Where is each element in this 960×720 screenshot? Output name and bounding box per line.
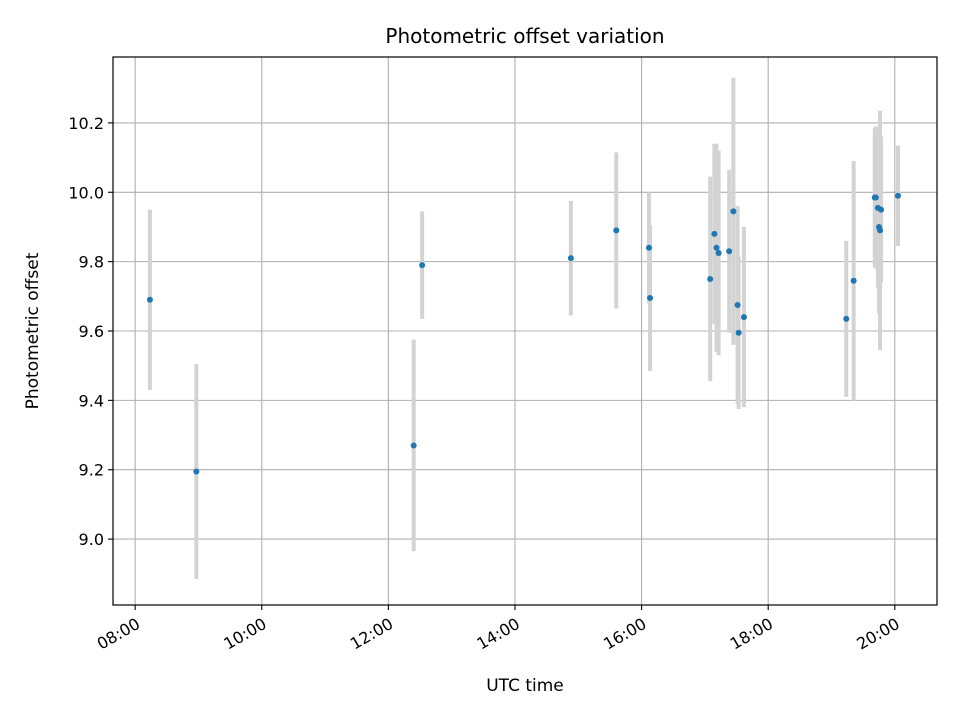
y-tick-label: 10.0 — [68, 183, 104, 202]
x-axis-label: UTC time — [486, 676, 564, 696]
data-point — [645, 244, 652, 251]
data-point — [850, 277, 857, 284]
y-axis-ticks: 9.0 9.2 9.4 9.6 9.8 10.0 10.2 — [68, 114, 113, 549]
grid-lines — [113, 57, 937, 605]
y-tick-label: 9.4 — [79, 391, 104, 410]
data-point — [410, 442, 417, 449]
data-point — [877, 227, 884, 234]
data-point — [730, 208, 737, 215]
data-point — [735, 329, 742, 336]
data-point — [613, 227, 620, 234]
data-points — [146, 192, 901, 475]
data-point — [726, 248, 733, 255]
data-point — [713, 244, 720, 251]
data-point — [715, 249, 722, 256]
y-tick-label: 10.2 — [68, 114, 104, 133]
y-tick-label: 9.0 — [79, 530, 104, 549]
data-point — [894, 192, 901, 199]
data-point — [146, 296, 153, 303]
data-point — [878, 206, 885, 213]
data-point — [707, 275, 714, 282]
y-tick-label: 9.8 — [79, 253, 104, 272]
data-point — [872, 194, 879, 201]
data-point — [567, 255, 574, 262]
data-point — [740, 314, 747, 321]
data-point — [647, 295, 654, 302]
data-point — [711, 230, 718, 237]
chart-title: Photometric offset variation — [385, 24, 664, 48]
data-point — [843, 315, 850, 322]
y-axis-label: Photometric offset — [23, 252, 43, 409]
y-tick-label: 9.6 — [79, 322, 104, 341]
data-point — [193, 468, 200, 475]
data-point — [734, 301, 741, 308]
y-tick-label: 9.2 — [79, 461, 104, 480]
data-point — [419, 262, 426, 269]
